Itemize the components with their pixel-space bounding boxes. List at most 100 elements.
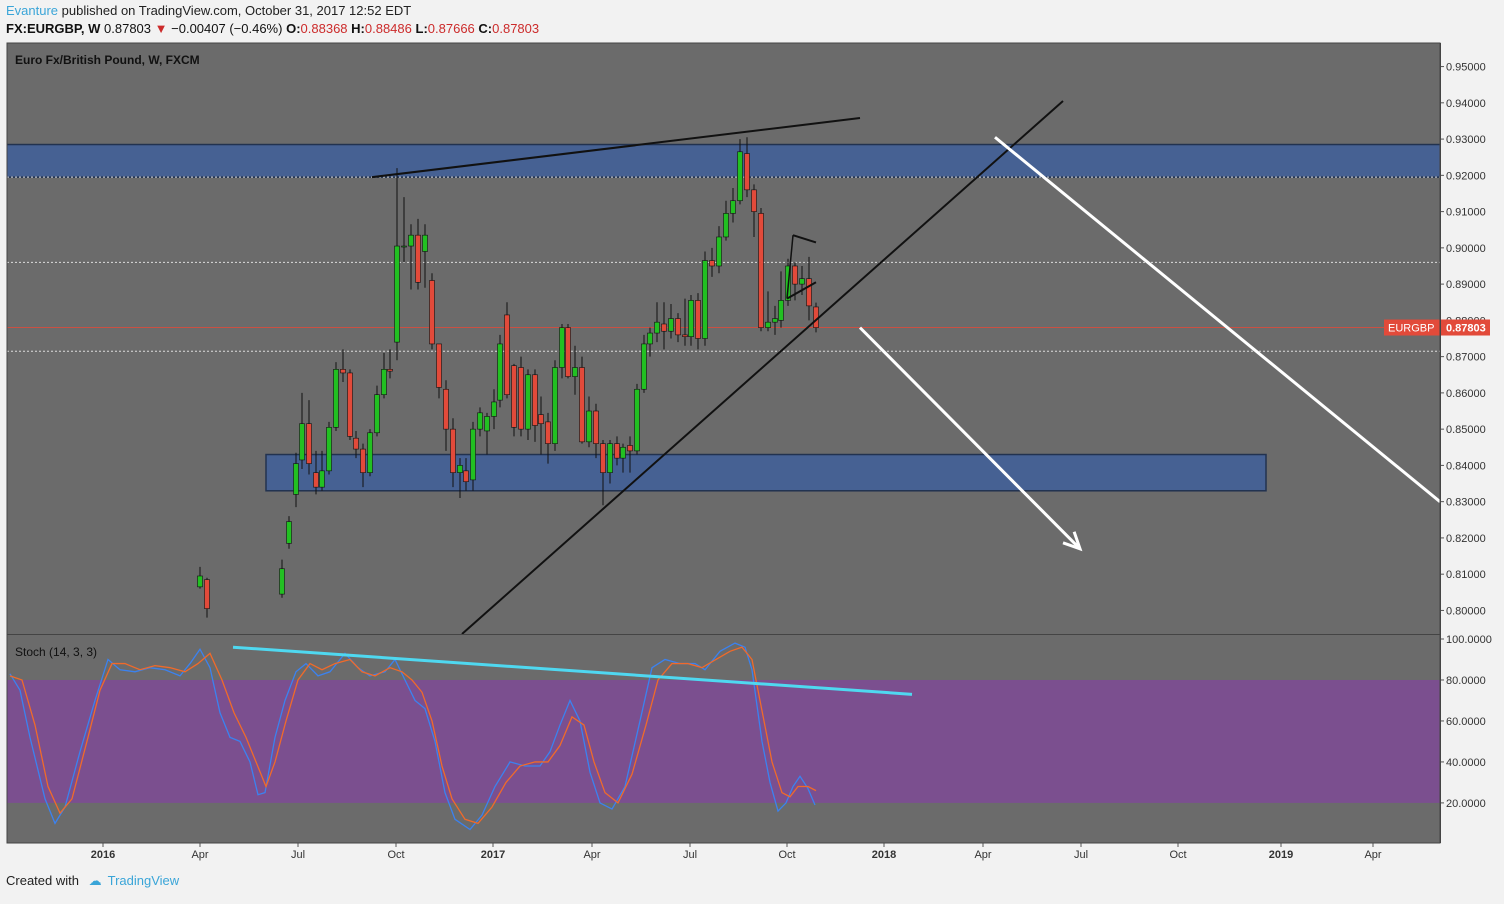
candle-body xyxy=(620,446,626,459)
candle-body xyxy=(360,448,366,473)
candle-body xyxy=(552,367,558,444)
candle-body xyxy=(723,213,729,238)
candle-body xyxy=(744,153,750,191)
candle-body xyxy=(401,245,407,248)
candle-9 xyxy=(326,421,332,475)
candle-61 xyxy=(682,298,688,346)
low-value: 0.87666 xyxy=(427,21,475,36)
candle-body xyxy=(340,369,346,374)
candle-60 xyxy=(675,313,681,343)
candle-65 xyxy=(709,247,715,277)
price-tick-label-8: 0.87000 xyxy=(1446,352,1486,364)
candle-body xyxy=(525,374,531,430)
candle-2 xyxy=(279,559,285,598)
main-pane[interactable] xyxy=(7,43,1440,634)
open-label: O: xyxy=(286,21,301,36)
tradingview-link[interactable]: TradingView xyxy=(107,873,180,888)
price-tick-label-11: 0.84000 xyxy=(1446,460,1486,472)
price-label-value: 0.87803 xyxy=(1446,323,1486,335)
time-tick-label-13: Apr xyxy=(1364,849,1381,861)
arrow-line-1 xyxy=(994,136,1440,503)
candle-body xyxy=(772,318,778,323)
stoch-tick-label-1: 80.0000 xyxy=(1446,675,1486,687)
candle-body xyxy=(497,343,503,401)
candle-body xyxy=(511,365,517,428)
price-tick-label-4: 0.91000 xyxy=(1446,207,1486,219)
candle-1 xyxy=(204,577,210,618)
candle-63 xyxy=(695,293,701,350)
candle-body xyxy=(504,314,510,395)
candle-41 xyxy=(545,412,551,464)
symbol-info: FX:EURGBP, W 0.87803 ▼ −0.00407 (−0.46%)… xyxy=(6,21,539,36)
stoch-tick-label-4: 20.0000 xyxy=(1446,798,1486,810)
candle-body xyxy=(353,437,359,450)
price-tick-label-9: 0.86000 xyxy=(1446,388,1486,400)
trendline-0 xyxy=(371,117,861,179)
candle-body xyxy=(572,367,578,377)
symbol-name: FX:EURGBP, W xyxy=(6,21,101,36)
candle-30 xyxy=(470,421,476,491)
author-link[interactable]: Evanture xyxy=(6,3,59,18)
candle-28 xyxy=(457,458,463,499)
candle-59 xyxy=(668,304,674,339)
candle-42 xyxy=(552,360,558,451)
time-tick-label-3: Oct xyxy=(387,849,404,861)
time-tick-label-12: 2019 xyxy=(1269,849,1293,861)
created-with-text: Created with xyxy=(6,873,79,888)
candle-34 xyxy=(497,334,503,408)
stoch-title: Stoch (14, 3, 3) xyxy=(15,645,97,659)
candle-body xyxy=(477,412,483,430)
candle-body xyxy=(647,332,653,345)
candle-body xyxy=(709,260,715,267)
candle-27 xyxy=(450,418,456,488)
candle-23 xyxy=(422,224,428,288)
candle-body xyxy=(654,321,660,334)
candle-body xyxy=(593,410,599,444)
price-tick-label-5: 0.90000 xyxy=(1446,243,1486,255)
time-tick-label-5: Apr xyxy=(583,849,600,861)
down-arrow-icon: ▼ xyxy=(154,21,168,36)
candle-body xyxy=(470,428,476,481)
candle-body xyxy=(778,300,784,321)
candle-body xyxy=(545,421,551,444)
candle-body xyxy=(688,300,694,337)
candle-53 xyxy=(627,436,633,473)
price-tick-label-2: 0.93000 xyxy=(1446,134,1486,146)
candle-body xyxy=(792,265,798,285)
candle-body xyxy=(394,245,400,343)
candle-body xyxy=(737,151,743,202)
time-tick-label-2: Jul xyxy=(291,849,305,861)
stoch-series-pct-D xyxy=(9,646,817,825)
candle-39 xyxy=(532,369,538,442)
candle-29 xyxy=(463,458,469,491)
candle-body xyxy=(806,278,812,307)
zone-1 xyxy=(265,453,1267,492)
candle-33 xyxy=(491,389,497,430)
candle-body xyxy=(450,428,456,473)
candle-51 xyxy=(614,436,620,466)
candle-66 xyxy=(716,226,722,274)
stoch-tick-label-3: 40.0000 xyxy=(1446,757,1486,769)
time-tick-label-10: Jul xyxy=(1074,849,1088,861)
candle-body xyxy=(443,388,449,430)
candle-11 xyxy=(340,349,346,383)
price-tick-label-3: 0.92000 xyxy=(1446,170,1486,182)
candle-body xyxy=(716,236,722,267)
candle-17 xyxy=(381,353,387,399)
candle-47 xyxy=(586,396,592,448)
candle-20 xyxy=(401,197,407,263)
candle-3 xyxy=(286,516,292,549)
candle-body xyxy=(702,260,708,339)
candle-22 xyxy=(415,218,421,290)
candle-body xyxy=(484,416,490,432)
candle-4 xyxy=(293,452,299,508)
candle-body xyxy=(532,374,538,426)
stoch-tick-label-2: 60.0000 xyxy=(1446,716,1486,728)
candle-67 xyxy=(723,200,729,241)
candle-7 xyxy=(313,450,319,495)
price-change: −0.00407 (−0.46%) xyxy=(171,21,283,36)
candle-10 xyxy=(333,362,339,431)
candle-body xyxy=(387,369,393,372)
